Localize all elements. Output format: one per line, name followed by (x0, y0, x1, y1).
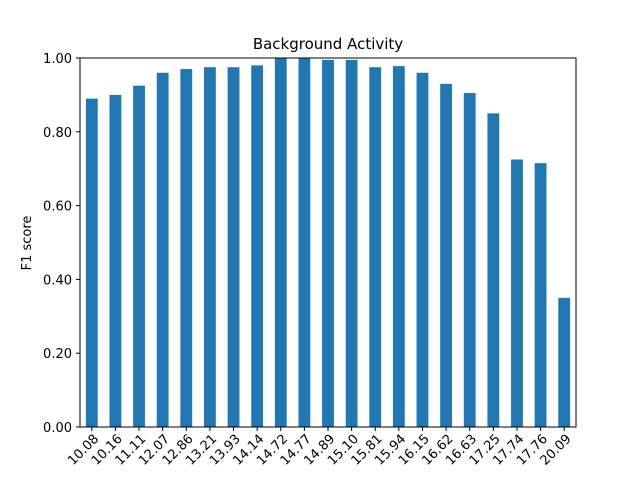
bar-17 (487, 113, 500, 427)
bar-18 (511, 159, 523, 428)
y-tick-label: 0.80 (43, 126, 72, 141)
bar-11 (345, 59, 358, 427)
y-tick-label: 1.00 (43, 52, 72, 67)
bar-4 (180, 69, 193, 427)
bar-14 (416, 72, 429, 427)
bar-1 (109, 94, 122, 428)
bar-10 (322, 59, 334, 427)
bar-9 (298, 58, 311, 427)
bar-6 (227, 67, 240, 427)
y-tick-label: 0.40 (43, 273, 72, 288)
chart-title: Background Activity (253, 35, 403, 53)
plot-frame (79, 57, 577, 428)
bar-7 (251, 65, 264, 427)
y-tick-label: 0.20 (43, 347, 72, 362)
bar-20 (558, 297, 571, 427)
bar-5 (204, 67, 216, 427)
bar-19 (534, 163, 547, 428)
bar-16 (463, 93, 476, 427)
bar-12 (369, 67, 382, 427)
bar-15 (440, 83, 452, 427)
bar-8 (274, 58, 287, 427)
y-tick-label: 0.60 (43, 200, 72, 215)
bar-0 (85, 98, 98, 427)
y-tick-label: 0.00 (43, 421, 72, 436)
y-axis: 0.00 0.20 0.40 0.60 0.80 1.00 (43, 52, 80, 436)
bar-2 (133, 85, 145, 428)
bar-13 (392, 66, 405, 428)
y-axis-label: F1 score (20, 216, 35, 271)
bar-series (85, 58, 571, 428)
bar-3 (156, 72, 169, 427)
